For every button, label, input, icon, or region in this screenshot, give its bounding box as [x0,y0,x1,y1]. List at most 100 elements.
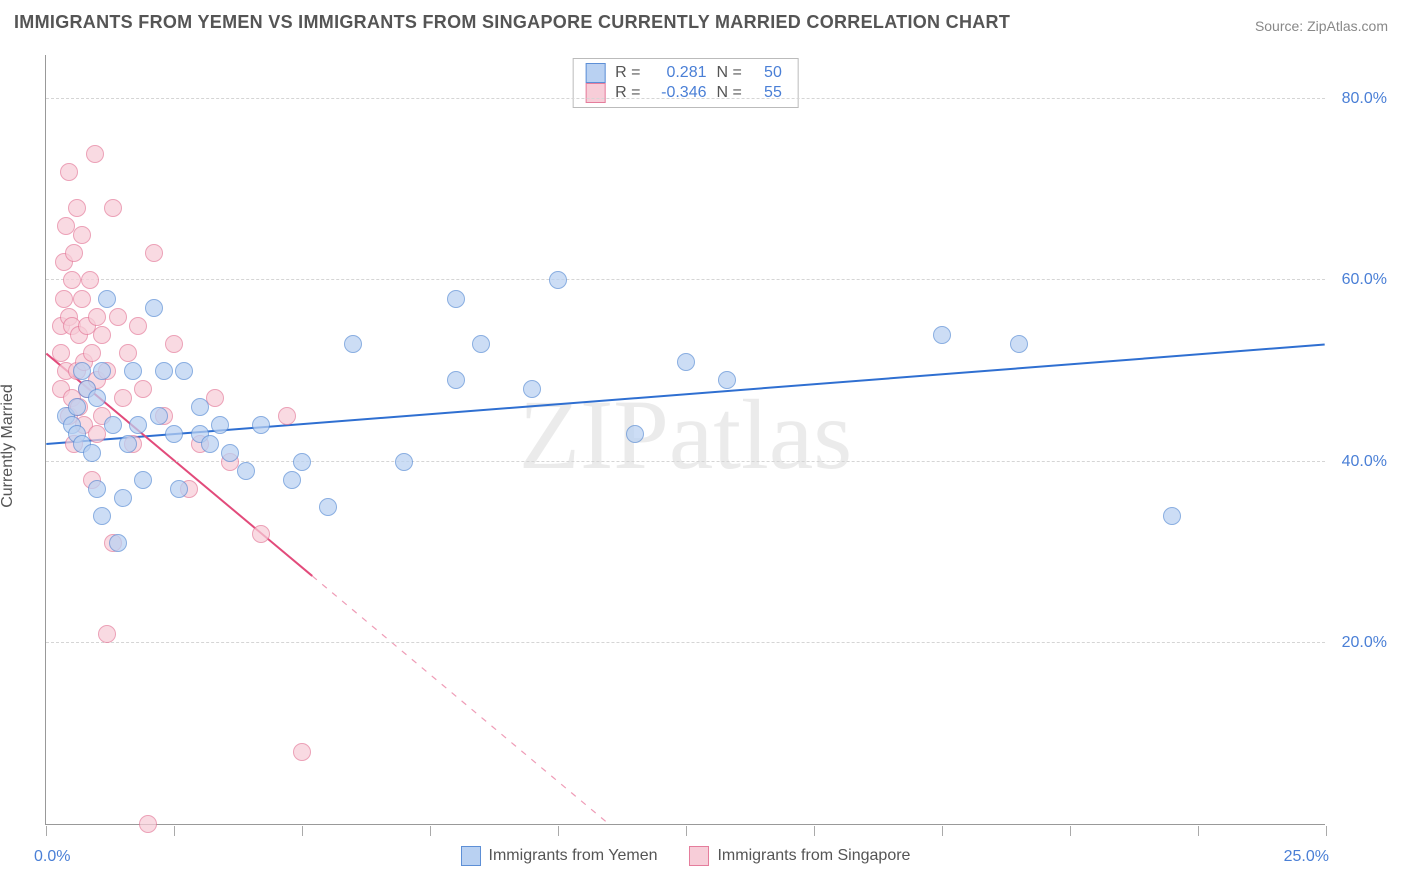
data-point-singapore [129,317,147,335]
trendline-extrapolated-singapore [312,576,609,824]
r-label: R = [615,84,640,102]
swatch-singapore [585,83,605,103]
data-point-singapore [68,199,86,217]
swatch-singapore [689,846,709,866]
data-point-yemen [626,425,644,443]
x-tick [558,826,559,836]
data-point-yemen [88,389,106,407]
data-point-singapore [81,271,99,289]
r-value: 0.281 [651,64,707,82]
data-point-yemen [718,371,736,389]
x-tick [46,826,47,836]
y-tick-label: 20.0% [1342,634,1387,652]
data-point-singapore [93,326,111,344]
x-tick [814,826,815,836]
data-point-yemen [145,299,163,317]
swatch-yemen [585,63,605,83]
x-tick [430,826,431,836]
x-tick [174,826,175,836]
data-point-singapore [73,226,91,244]
n-label: N = [717,84,742,102]
data-point-yemen [175,362,193,380]
data-point-yemen [933,326,951,344]
data-point-singapore [165,335,183,353]
data-point-yemen [447,371,465,389]
legend-item-singapore: Immigrants from Singapore [689,846,910,866]
data-point-singapore [83,344,101,362]
data-point-yemen [319,498,337,516]
data-point-singapore [252,525,270,543]
data-point-yemen [114,489,132,507]
data-point-singapore [206,389,224,407]
gridline [46,98,1325,99]
data-point-yemen [201,435,219,453]
data-point-yemen [211,416,229,434]
data-point-singapore [60,163,78,181]
data-point-singapore [52,344,70,362]
data-point-singapore [114,389,132,407]
data-point-yemen [523,380,541,398]
data-point-singapore [134,380,152,398]
stats-row-singapore: R = -0.346 N = 55 [581,83,786,103]
data-point-yemen [109,534,127,552]
data-point-yemen [293,453,311,471]
x-tick [1326,826,1327,836]
data-point-yemen [93,362,111,380]
data-point-singapore [278,407,296,425]
page-title: IMMIGRANTS FROM YEMEN VS IMMIGRANTS FROM… [14,12,1010,33]
data-point-yemen [221,444,239,462]
data-point-singapore [86,145,104,163]
correlation-stats-box: R = 0.281 N = 50R = -0.346 N = 55 [572,58,799,108]
stats-row-yemen: R =0.281N =50 [581,63,786,83]
n-label: N = [717,64,742,82]
y-tick-label: 40.0% [1342,453,1387,471]
source-attribution: Source: ZipAtlas.com [1255,18,1388,34]
x-tick [686,826,687,836]
legend-label: Immigrants from Yemen [489,847,658,865]
data-point-yemen [1163,507,1181,525]
legend-label: Immigrants from Singapore [717,847,910,865]
data-point-yemen [283,471,301,489]
swatch-yemen [461,846,481,866]
gridline [46,642,1325,643]
data-point-yemen [344,335,362,353]
n-value: 55 [752,84,782,102]
gridline [46,279,1325,280]
data-point-singapore [139,815,157,833]
data-point-singapore [119,344,137,362]
data-point-singapore [55,290,73,308]
data-point-yemen [93,507,111,525]
data-point-singapore [145,244,163,262]
data-point-singapore [98,625,116,643]
x-tick [1070,826,1071,836]
data-point-yemen [88,480,106,498]
data-point-yemen [134,471,152,489]
n-value: 50 [752,64,782,82]
data-point-singapore [88,308,106,326]
data-point-yemen [73,362,91,380]
scatter-plot: ZIPatlas R =0.281N =50R =-0.346N =55 0.0… [45,55,1325,825]
data-point-yemen [129,416,147,434]
data-point-singapore [63,271,81,289]
x-tick [1198,826,1199,836]
x-tick [942,826,943,836]
data-point-yemen [677,353,695,371]
data-point-yemen [549,271,567,289]
data-point-singapore [104,199,122,217]
trendlines-layer [46,55,1325,824]
data-point-yemen [447,290,465,308]
data-point-yemen [252,416,270,434]
data-point-yemen [98,290,116,308]
data-point-yemen [395,453,413,471]
data-point-yemen [119,435,137,453]
data-point-yemen [68,398,86,416]
data-point-yemen [237,462,255,480]
data-point-yemen [150,407,168,425]
data-point-singapore [65,244,83,262]
data-point-yemen [83,444,101,462]
x-tick [302,826,303,836]
r-value: -0.346 [651,84,707,102]
y-axis-label: Currently Married [0,384,17,508]
data-point-yemen [165,425,183,443]
y-tick-label: 60.0% [1342,271,1387,289]
